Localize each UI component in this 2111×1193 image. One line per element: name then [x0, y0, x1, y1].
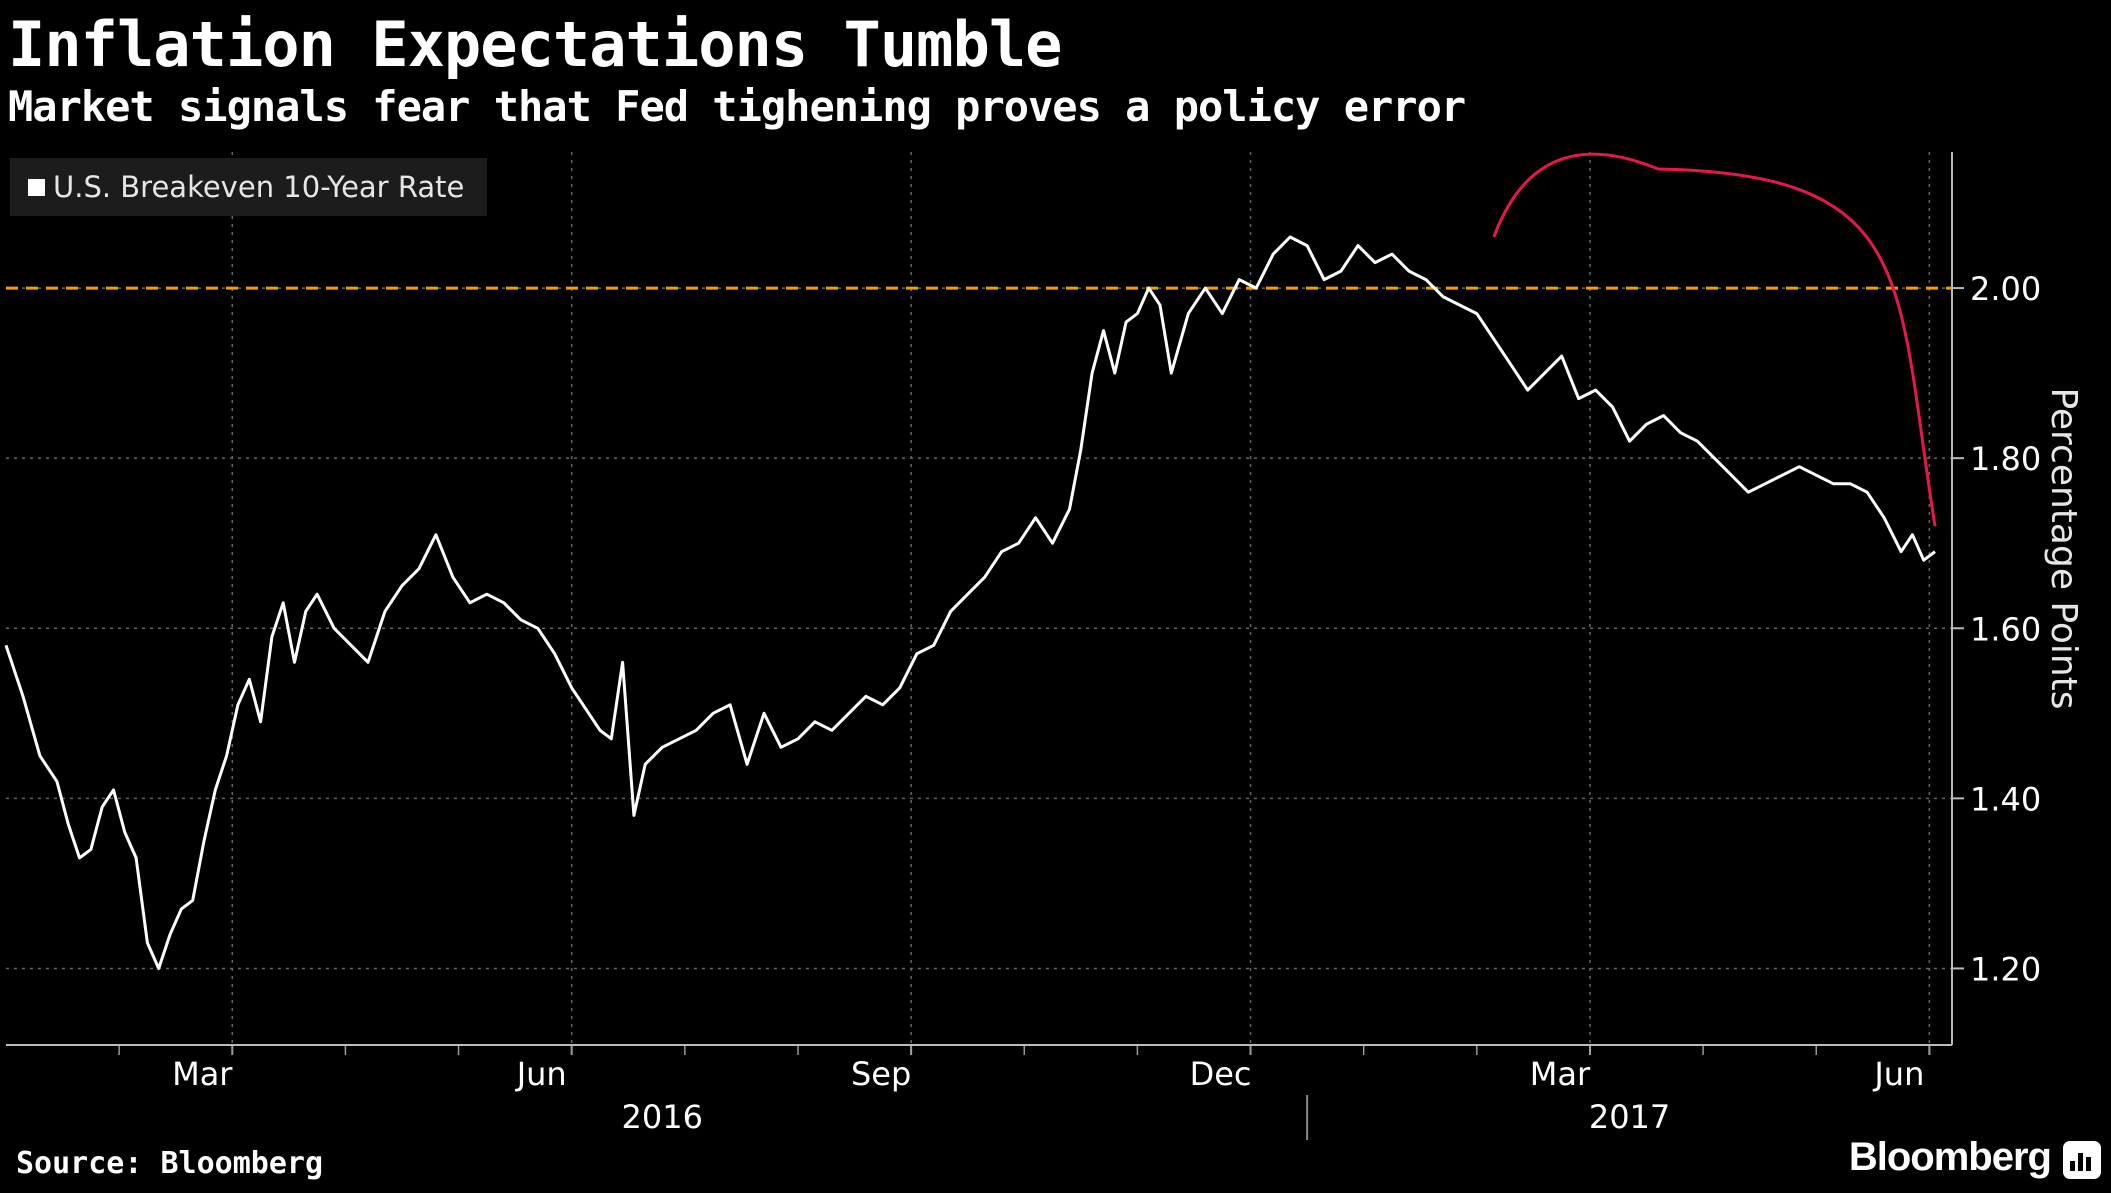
x-tick-label: Sep — [851, 1055, 911, 1093]
y-tick-label: 1.60 — [1970, 610, 2041, 648]
y-axis-title: Percentage Points — [2043, 387, 2084, 709]
y-tick-label: 1.40 — [1970, 780, 2041, 818]
legend-swatch — [28, 179, 45, 196]
x-tick-label: Jun — [1872, 1055, 1924, 1093]
year-label: 2017 — [1589, 1098, 1670, 1136]
chart-subtitle: Market signals fear that Fed tighening p… — [8, 82, 1466, 131]
series-line-breakeven — [4, 235, 1936, 970]
annotation-arc — [1492, 152, 1937, 527]
year-label: 2016 — [621, 1098, 702, 1136]
bloomberg-chart-icon — [2063, 1141, 2101, 1179]
x-tick-label: Dec — [1190, 1055, 1252, 1093]
x-tick-label: Mar — [1530, 1055, 1591, 1093]
legend-label: U.S. Breakeven 10-Year Rate — [53, 170, 465, 204]
y-tick-label: 1.20 — [1970, 950, 2041, 988]
y-tick-label: 2.00 — [1970, 270, 2041, 308]
chart-title: Inflation Expectations Tumble — [8, 8, 1062, 81]
brand-logo-text: Bloomberg — [1848, 1135, 2052, 1179]
x-tick-label: Mar — [172, 1055, 233, 1093]
y-tick-label: 1.80 — [1970, 440, 2041, 478]
legend: U.S. Breakeven 10-Year Rate — [10, 158, 487, 216]
source-note: Source: Bloomberg — [16, 1146, 324, 1181]
x-tick-label: Jun — [515, 1055, 567, 1093]
